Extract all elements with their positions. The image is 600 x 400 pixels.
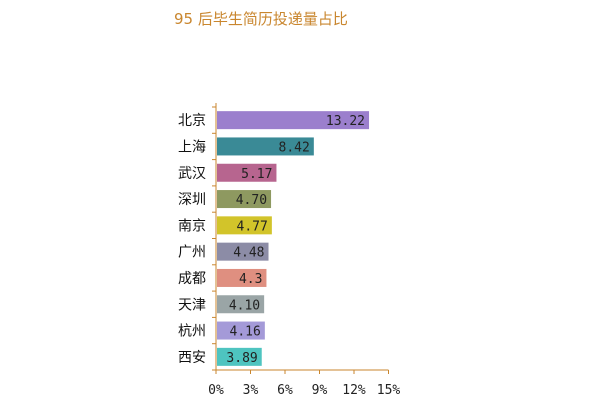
value-label: 4.48 [233, 246, 264, 261]
bar-5 [217, 216, 272, 235]
x-tick-label: 12% [342, 383, 366, 398]
value-label: 5.17 [241, 167, 272, 182]
category-label: 天津 [178, 297, 206, 313]
value-label: 13.22 [326, 114, 365, 129]
category-label: 北京 [178, 113, 206, 129]
value-label: 4.70 [236, 193, 267, 208]
value-label: 3.89 [226, 351, 257, 366]
x-tick-label: 6% [277, 383, 293, 398]
category-label: 上海 [178, 139, 206, 155]
x-tick-label: 15% [377, 383, 401, 398]
axis-layer: 0% 3% 6% 9% 12% 15% [208, 103, 400, 398]
value-label: 4.3 [239, 272, 262, 287]
bar-10 [217, 347, 262, 366]
x-tick-label: 0% [208, 383, 224, 398]
category-label: 南京 [178, 218, 206, 234]
category-label: 广州 [178, 245, 206, 261]
bars-layer: 北京 13.22 上海 8.42 武汉 5.17 深圳 4.70 南京 4.77 广州 4.48 成都 4… [178, 111, 370, 366]
bar-2 [217, 137, 314, 156]
value-label: 4.10 [229, 298, 260, 313]
bar-8 [217, 295, 265, 314]
x-tick-label: 9% [312, 383, 328, 398]
category-label: 武汉 [178, 166, 206, 182]
bar-4 [217, 190, 272, 209]
bar-9 [217, 321, 265, 340]
category-label: 深圳 [178, 192, 206, 208]
category-label: 杭州 [178, 324, 206, 340]
value-label: 4.16 [230, 325, 261, 340]
chart-title: 95 后毕生简历投递量占比 [174, 10, 348, 28]
value-label: 8.42 [279, 140, 310, 155]
x-tick-label: 3% [243, 383, 259, 398]
bar-1 [217, 111, 370, 130]
category-label: 成都 [178, 271, 206, 287]
bar-7 [217, 268, 267, 287]
value-label: 4.77 [237, 219, 268, 234]
category-label: 西安 [178, 350, 206, 366]
bar-6 [217, 242, 269, 261]
bar-3 [217, 163, 277, 182]
